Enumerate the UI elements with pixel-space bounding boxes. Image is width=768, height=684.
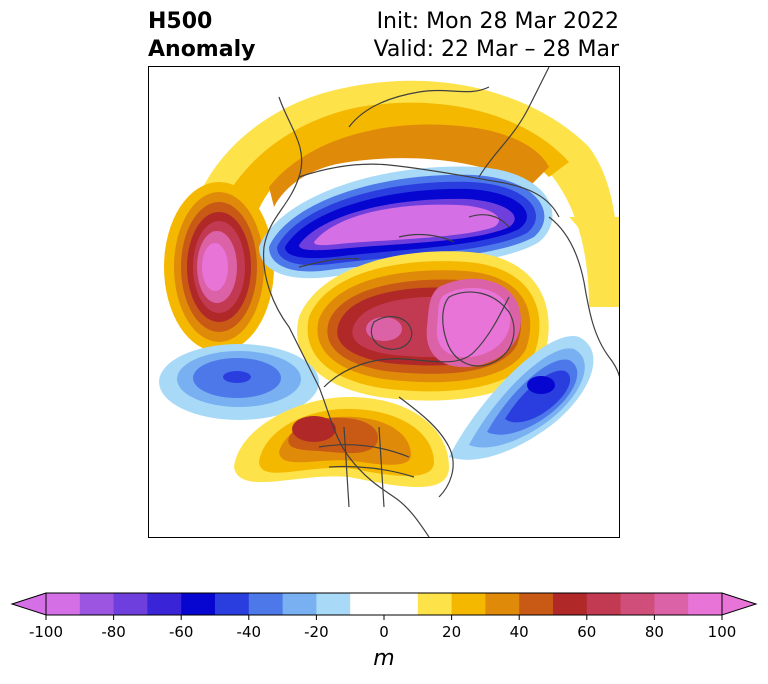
colorbar-tick-label: -60 <box>169 623 194 641</box>
colorbar-tick-label: 60 <box>577 623 596 641</box>
colorbar-min-extend-arrow <box>10 592 47 616</box>
colorbar-swatches <box>46 593 723 615</box>
colorbar-unit-label: m <box>373 646 395 671</box>
anomaly-map <box>148 66 620 538</box>
colorbar-swatch <box>519 593 554 615</box>
title-field: Anomaly <box>148 37 256 62</box>
colorbar-swatch <box>553 593 588 615</box>
colorbar-swatch <box>316 593 351 615</box>
colorbar-swatch <box>113 593 148 615</box>
init-time-label: Init: Mon 28 Mar 2022 <box>376 9 619 34</box>
colorbar-swatch <box>46 593 81 615</box>
colorbar-swatch <box>384 593 419 615</box>
colorbar-tick-label: -20 <box>304 623 329 641</box>
colorbar-swatch <box>485 593 520 615</box>
negative-anomaly-band <box>259 166 553 279</box>
pacific-negative-anomaly <box>159 344 319 420</box>
colorbar-swatch <box>181 593 216 615</box>
colorbar-tick-label: -100 <box>29 623 63 641</box>
colorbar-tick-label: -80 <box>101 623 126 641</box>
colorbar-tick-label: 40 <box>510 623 529 641</box>
colorbar-tick-label: 100 <box>708 623 737 641</box>
valid-period-label: Valid: 22 Mar – 28 Mar <box>373 37 619 62</box>
colorbar-swatch <box>79 593 115 615</box>
pacific-positive-anomaly <box>164 182 274 352</box>
colorbar-swatch <box>350 593 385 615</box>
arctic-positive-anomaly <box>297 251 549 401</box>
map-title: H500 Anomaly <box>148 8 255 64</box>
colorbar-swatch <box>654 593 689 615</box>
colorbar-ticks: -100 -80 -60 -40 -20 0 20 40 60 80 100 <box>29 615 736 641</box>
colorbar-tick-label: 80 <box>645 623 664 641</box>
colorbar-swatch <box>451 593 486 615</box>
colorbar-tick-label: 0 <box>379 623 389 641</box>
colorbar-max-extend-arrow <box>721 592 758 616</box>
colorbar-swatch <box>215 593 250 615</box>
coastlines-borders <box>262 67 619 537</box>
positive-anomaly-ring <box>185 80 619 307</box>
colorbar-swatch <box>147 593 182 615</box>
title-variable: H500 <box>148 9 213 34</box>
map-subtitle: Init: Mon 28 Mar 2022 Valid: 22 Mar – 28… <box>374 8 619 64</box>
atlantic-negative-anomaly <box>449 336 594 460</box>
colorbar-swatch <box>282 593 317 615</box>
colorbar-swatch <box>620 593 655 615</box>
anomaly-map-canvas <box>159 67 619 537</box>
colorbar-tick-label: -40 <box>237 623 262 641</box>
colorbar-swatch <box>417 593 453 615</box>
colorbar: -100 -80 -60 -40 -20 0 20 40 60 80 100 <box>10 592 758 641</box>
colorbar-swatch <box>586 593 622 615</box>
colorbar-tick-label: 20 <box>442 623 461 641</box>
colorbar-swatch <box>688 593 723 615</box>
colorbar-swatch <box>248 593 284 615</box>
